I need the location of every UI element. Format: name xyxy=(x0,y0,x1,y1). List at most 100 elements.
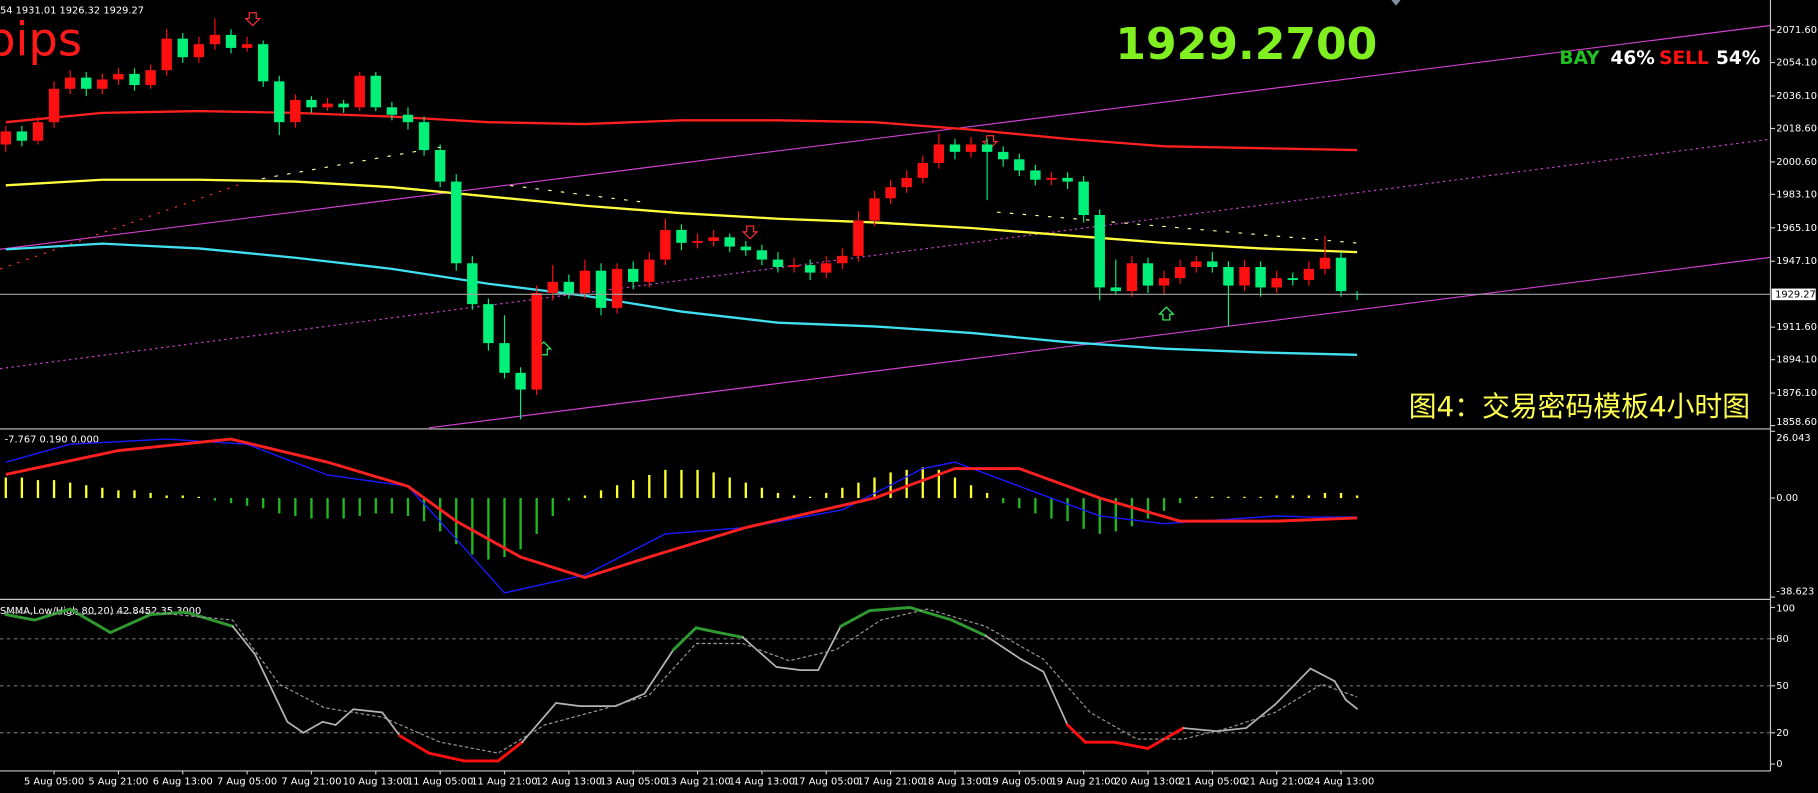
histogram-bar xyxy=(1227,496,1230,499)
candle-body xyxy=(756,250,768,260)
channel-line xyxy=(0,138,1771,370)
candle-body xyxy=(611,268,623,308)
moving-average xyxy=(5,178,1358,254)
histogram-bar xyxy=(825,492,828,499)
histogram-bar xyxy=(390,498,394,514)
histogram-bar xyxy=(985,492,989,499)
x-tick-label: 7 Aug 05:00 xyxy=(217,776,277,787)
histogram-bar xyxy=(857,482,860,499)
candle-body xyxy=(64,77,76,89)
candle-body xyxy=(515,372,526,390)
histogram-bar xyxy=(792,495,796,499)
histogram-bar xyxy=(1082,498,1085,529)
histogram-bar xyxy=(342,498,345,519)
oscillator-segment xyxy=(1245,703,1276,729)
candle-body xyxy=(209,34,221,45)
oscillator-segment xyxy=(950,618,987,638)
candle-body xyxy=(981,144,993,152)
x-tick-label: 17 Aug 21:00 xyxy=(857,776,923,787)
candle-body xyxy=(1126,263,1138,292)
sell-percent: 54% xyxy=(1716,48,1760,69)
oscillator-segment xyxy=(33,607,72,622)
candle-body xyxy=(901,177,912,188)
candle-body xyxy=(885,187,896,199)
oscillator-segment xyxy=(1344,699,1358,710)
shift-marker xyxy=(1391,0,1401,6)
histogram-bar xyxy=(197,496,201,499)
buy-arrow xyxy=(1158,306,1175,321)
candle-body xyxy=(241,44,253,48)
oscillator-segment xyxy=(1020,658,1045,673)
y-tick-label: 1965.10 xyxy=(1776,223,1817,234)
candle-body xyxy=(821,263,832,273)
sell-label: SELL xyxy=(1659,48,1709,69)
candle-body xyxy=(965,144,977,152)
candle-body xyxy=(917,163,928,178)
sar-dots xyxy=(0,182,244,270)
oscillator-segment xyxy=(184,610,235,628)
y-tick-label: 2018.60 xyxy=(1776,123,1817,134)
candle-body xyxy=(1062,177,1073,182)
candle-body xyxy=(306,99,317,108)
oscillator-segment xyxy=(1274,667,1312,706)
histogram-bar xyxy=(1050,498,1053,519)
histogram-bar xyxy=(52,480,56,499)
oscillator-segment xyxy=(352,708,384,714)
candle-body xyxy=(1030,170,1041,180)
histogram-bar xyxy=(85,485,88,499)
sar-dots xyxy=(249,145,447,182)
x-tick-label: 6 Aug 13:00 xyxy=(153,776,213,787)
oscillator-segment xyxy=(1066,723,1087,744)
stoch-header: SMMA,Low/High,80,20) 42.8452 35.3000 xyxy=(0,606,201,617)
candle-body xyxy=(434,150,446,182)
oscillator-segment xyxy=(1112,740,1150,750)
oscillator-segment xyxy=(254,653,289,723)
histogram-bar xyxy=(648,474,651,499)
y-tick-label: 1858.60 xyxy=(1776,417,1817,428)
y-tick-label: 50 xyxy=(1776,681,1789,692)
histogram-bar xyxy=(615,485,619,499)
oscillator-segment xyxy=(694,626,720,635)
candle-body xyxy=(1335,257,1347,292)
candle-body xyxy=(740,246,752,251)
histogram-bar xyxy=(278,498,281,514)
histogram-bar xyxy=(760,487,764,499)
candle-body xyxy=(467,263,478,305)
y-tick-label: 0 xyxy=(1776,759,1782,770)
histogram-bar xyxy=(101,487,104,499)
oscillator-segment xyxy=(741,636,778,668)
candle-body xyxy=(418,122,430,151)
x-tick-label: 17 Aug 05:00 xyxy=(793,776,859,787)
candle-body xyxy=(16,131,28,141)
symbol-label: pips xyxy=(0,13,82,67)
candle-body xyxy=(290,99,301,123)
candle-body xyxy=(531,293,542,390)
sell-arrow xyxy=(741,225,759,240)
histogram-bar xyxy=(36,480,40,499)
histogram-bar xyxy=(117,490,120,499)
histogram-bar xyxy=(213,498,217,501)
histogram-bar xyxy=(1243,496,1246,499)
x-tick-label: 13 Aug 05:00 xyxy=(600,776,666,787)
histogram-bar xyxy=(358,498,361,516)
candle-body xyxy=(724,237,735,247)
candle-body xyxy=(483,304,494,344)
candle-body xyxy=(322,103,333,108)
oscillator-segment xyxy=(286,720,305,734)
oscillator-segment xyxy=(984,634,1022,661)
histogram-bar xyxy=(664,469,667,499)
candle-body xyxy=(451,181,462,264)
candle-body xyxy=(402,114,414,123)
oscillator-segment xyxy=(4,613,37,622)
histogram-bar xyxy=(68,482,72,499)
moving-average xyxy=(5,109,1358,152)
histogram-bar xyxy=(1195,496,1198,499)
oscillator-segment xyxy=(555,702,581,708)
price-tag xyxy=(1771,288,1816,301)
y-tick-label: 80 xyxy=(1776,634,1789,645)
candle-body xyxy=(1110,287,1122,292)
candle-body xyxy=(1191,261,1202,268)
histogram-bar xyxy=(438,498,442,532)
candle-body xyxy=(692,241,703,243)
x-tick-label: 12 Aug 13:00 xyxy=(536,776,602,787)
